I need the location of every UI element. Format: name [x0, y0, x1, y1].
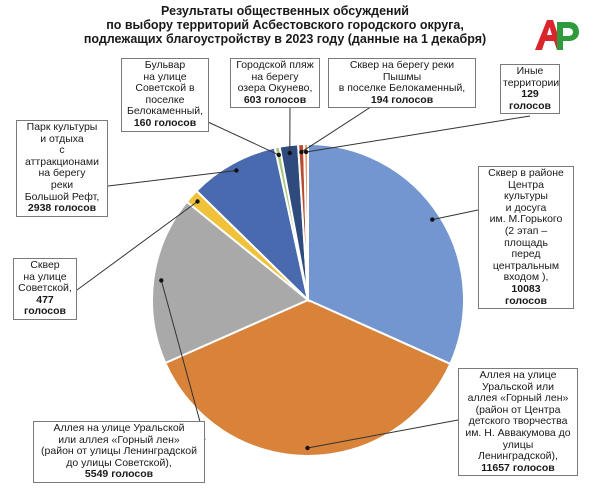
slice-4-label: Парк культуры и отдыха с аттракционами н… — [24, 121, 100, 203]
leader-dot-7 — [299, 149, 304, 155]
slice-6-label: Городской пляж на берегу озера Окунево, — [236, 59, 314, 95]
slice-8-value: 129 — [521, 88, 539, 101]
slice-3-value: 477 — [36, 293, 54, 306]
leader-dot-1 — [305, 445, 310, 451]
label-slice-1: Аллея на улице Уральской или аллея «Горн… — [458, 368, 578, 477]
label-slice-0: Сквер в районе Центра культуры и досуга … — [478, 166, 574, 310]
slice-1-value: 11657 — [481, 461, 510, 474]
leader-line-2 — [160, 280, 206, 441]
slice-4-unit: голосов — [54, 202, 97, 215]
slice-5-value: 160 — [133, 116, 152, 129]
slice-2-unit: голосов — [111, 468, 154, 481]
chart-title-line-2: по выбору территорий Асбестовского город… — [106, 18, 464, 32]
ar-logo — [533, 14, 581, 59]
slice-8-unit: голосов — [509, 99, 551, 112]
slice-8-label: Иные территории — [503, 65, 560, 89]
label-slice-5: Бульвар на улице Советской в поселке Бел… — [121, 58, 209, 132]
leader-dot-8 — [303, 149, 309, 155]
slice-7-label: Сквер на берегу реки Пышмы в поселке Бел… — [338, 59, 466, 95]
pie-slice-8 — [302, 142, 309, 301]
chart-title-line-3: подлежащих благоустройству в 2023 году (… — [83, 32, 487, 46]
label-slice-2: Аллея на улице Уральской или аллея «Горн… — [33, 421, 205, 483]
slice-5-unit: голосов — [154, 116, 197, 129]
pie-slice-2 — [151, 200, 310, 365]
label-slice-8: Иные территории 129 голосов — [500, 64, 560, 115]
slice-3-unit: голосов — [24, 305, 66, 318]
leader-line-0 — [432, 209, 479, 221]
leader-dot-3 — [195, 199, 200, 204]
leader-line-5 — [207, 121, 280, 156]
slice-0-value: 10083 — [511, 282, 541, 295]
ar-logo-mark — [535, 20, 579, 50]
pie-slice-1 — [163, 298, 452, 457]
slice-3-label: Сквер на улице Советской, — [18, 259, 72, 295]
label-slice-6: Городской пляж на берегу озера Окунево, … — [230, 58, 320, 109]
slice-0-label: Сквер в районе Центра культуры и досуга … — [488, 167, 564, 284]
leader-line-1 — [307, 419, 459, 449]
slice-0-unit: голосов — [505, 294, 547, 307]
leader-dot-6 — [287, 150, 292, 156]
slice-2-value: 5549 — [84, 468, 109, 481]
chart-title: Результаты общественных обсуждений по вы… — [40, 4, 530, 46]
pie-slice-0 — [307, 142, 465, 366]
slice-6-value: 603 — [243, 93, 262, 106]
slice-4-value: 2938 — [27, 202, 52, 215]
slice-2-label: Аллея на улице Уральской или аллея «Горн… — [41, 422, 197, 469]
leader-dot-0 — [430, 217, 435, 222]
slice-7-value: 194 — [370, 93, 389, 106]
leader-line-8 — [306, 115, 531, 153]
label-slice-4: Парк культуры и отдыха с аттракционами н… — [16, 120, 108, 217]
leader-dot-2 — [159, 278, 164, 283]
leader-dot-5 — [276, 152, 281, 158]
slice-1-label: Аллея на улице Уральской или аллея «Горн… — [465, 369, 571, 463]
chart-title-line-1: Результаты общественных обсуждений — [161, 4, 409, 18]
leader-dot-4 — [234, 168, 239, 173]
slice-6-unit: голосов — [264, 93, 307, 106]
label-slice-3: Сквер на улице Советской, 477 голосов — [13, 258, 77, 320]
label-slice-7: Сквер на берегу реки Пышмы в поселке Бел… — [328, 58, 476, 109]
slice-5-label: Бульвар на улице Советской в поселке Бел… — [126, 59, 204, 118]
slice-1-unit: голосов — [512, 461, 555, 474]
pie-slice-4 — [195, 146, 310, 304]
leader-line-4 — [107, 170, 237, 187]
slice-7-unit: голосов — [391, 93, 434, 106]
leader-line-3 — [76, 201, 198, 291]
